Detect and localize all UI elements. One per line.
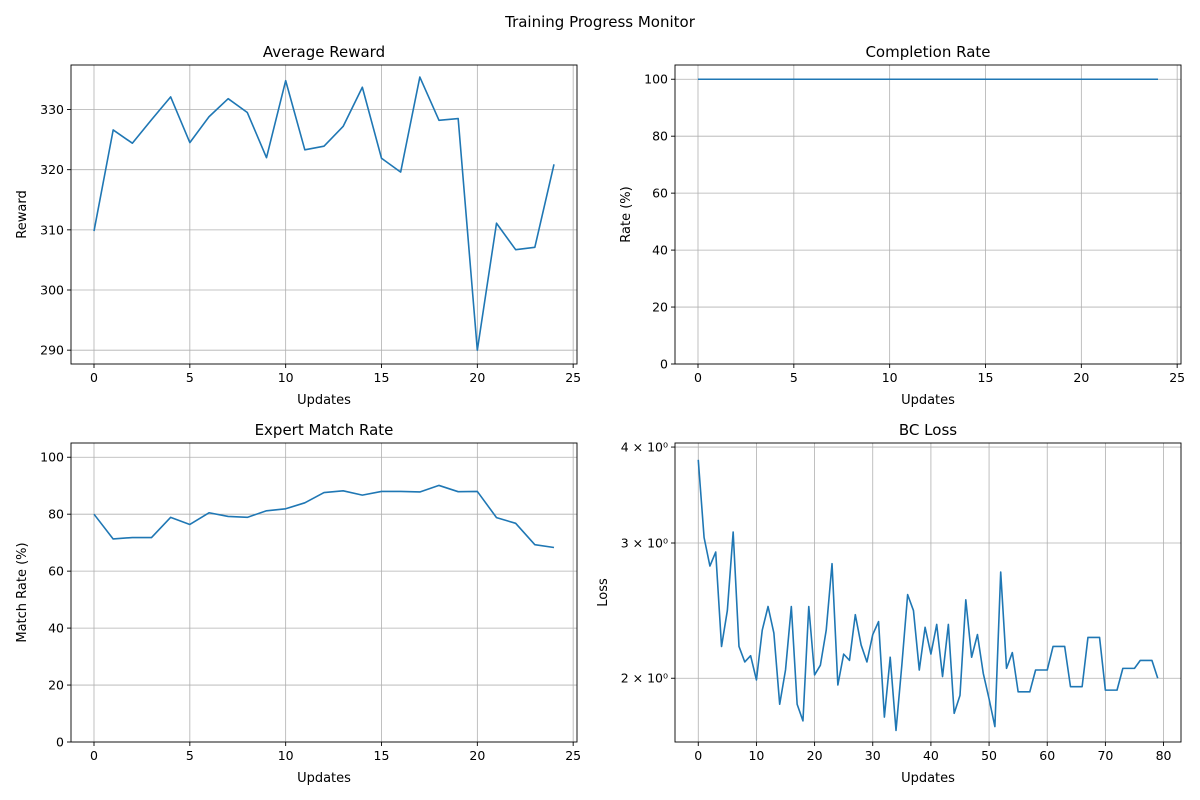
chart-1-y-tick-label-2: 310 xyxy=(40,222,64,237)
chart-2-x-axis-label: Updates xyxy=(901,393,955,408)
chart-4-data-line xyxy=(697,459,1159,732)
chart-2-y-tick-label-0: 0 xyxy=(660,357,668,372)
chart-3-x-tick-label-4: 20 xyxy=(469,748,485,763)
chart-2-y-tick-label-4: 80 xyxy=(652,129,668,144)
chart-3-x-axis-label: Updates xyxy=(297,771,351,786)
chart-4-y-axis-label: Loss xyxy=(596,578,611,607)
chart-1-x-tick-label-2: 10 xyxy=(278,370,294,385)
chart-1-y-tick-label-3: 320 xyxy=(40,162,64,177)
chart-1-data-line xyxy=(93,76,555,351)
chart-4-x-tick-label-8: 80 xyxy=(1156,748,1172,763)
chart-3-title: Expert Match Rate xyxy=(255,421,394,439)
chart-3-y-tick-label-5: 100 xyxy=(40,450,64,465)
chart-1-y-tick-label-4: 330 xyxy=(40,102,64,117)
chart-1-x-tick-label-3: 15 xyxy=(374,370,390,385)
chart-3-x-tick-label-5: 25 xyxy=(565,748,581,763)
chart-4-axes-frame xyxy=(674,442,1182,743)
figure-title: Training Progress Monitor xyxy=(505,13,695,31)
chart-2-y-tick-label-2: 40 xyxy=(652,243,668,258)
chart-2-title: Completion Rate xyxy=(865,43,990,61)
chart-3-y-axis-label: Match Rate (%) xyxy=(15,542,30,642)
chart-3-x-tick-label-0: 0 xyxy=(90,748,98,763)
chart-1-title: Average Reward xyxy=(263,43,385,61)
chart-4-y-tick-label-2: 4 × 10⁰ xyxy=(621,440,668,455)
chart-2-x-tick-label-4: 20 xyxy=(1073,370,1089,385)
chart-2-x-tick-label-0: 0 xyxy=(694,370,702,385)
chart-1-y-axis-label: Reward xyxy=(15,190,30,238)
chart-4-x-tick-label-7: 70 xyxy=(1097,748,1113,763)
chart-3-axes-frame xyxy=(70,442,578,743)
chart-4-x-tick-label-0: 0 xyxy=(694,748,702,763)
chart-4-x-tick-label-5: 50 xyxy=(981,748,997,763)
chart-4-y-tick-label-1: 3 × 10⁰ xyxy=(621,536,668,551)
chart-4-y-tick-label-0: 2 × 10⁰ xyxy=(621,671,668,686)
chart-2-y-tick-label-3: 60 xyxy=(652,186,668,201)
chart-4-x-tick-label-1: 10 xyxy=(748,748,764,763)
chart-4-x-axis-label: Updates xyxy=(901,771,955,786)
chart-4-x-tick-label-4: 40 xyxy=(923,748,939,763)
chart-2-y-tick-label-5: 100 xyxy=(644,72,668,87)
chart-1-x-tick-label-1: 5 xyxy=(186,370,194,385)
chart-3-y-tick-label-2: 40 xyxy=(48,621,64,636)
chart-3-data-line xyxy=(93,484,555,549)
chart-3-x-tick-label-3: 15 xyxy=(374,748,390,763)
chart-2-x-tick-label-1: 5 xyxy=(790,370,798,385)
chart-4-title: BC Loss xyxy=(899,421,957,439)
chart-2-y-axis-label: Rate (%) xyxy=(619,186,634,242)
chart-2-x-tick-label-3: 15 xyxy=(978,370,994,385)
chart-1-y-tick-label-0: 290 xyxy=(40,343,64,358)
chart-1-x-tick-label-0: 0 xyxy=(90,370,98,385)
chart-3-y-tick-label-3: 60 xyxy=(48,564,64,579)
chart-3-y-tick-label-4: 80 xyxy=(48,507,64,522)
chart-3-y-tick-label-1: 20 xyxy=(48,678,64,693)
chart-3-x-tick-label-1: 5 xyxy=(186,748,194,763)
chart-1-x-tick-label-4: 20 xyxy=(469,370,485,385)
chart-1-axes-frame xyxy=(70,64,578,365)
chart-2-x-tick-label-5: 25 xyxy=(1169,370,1185,385)
chart-3-x-tick-label-2: 10 xyxy=(278,748,294,763)
chart-4-x-tick-label-6: 60 xyxy=(1039,748,1055,763)
chart-1-x-tick-label-5: 25 xyxy=(565,370,581,385)
chart-3-y-tick-label-0: 0 xyxy=(56,735,64,750)
chart-4-x-tick-label-3: 30 xyxy=(865,748,881,763)
chart-1-x-axis-label: Updates xyxy=(297,393,351,408)
chart-4-x-tick-label-2: 20 xyxy=(807,748,823,763)
chart-1-y-tick-label-1: 300 xyxy=(40,283,64,298)
chart-2-y-tick-label-1: 20 xyxy=(652,300,668,315)
chart-2-x-tick-label-2: 10 xyxy=(882,370,898,385)
chart-2-axes-frame xyxy=(674,64,1182,365)
